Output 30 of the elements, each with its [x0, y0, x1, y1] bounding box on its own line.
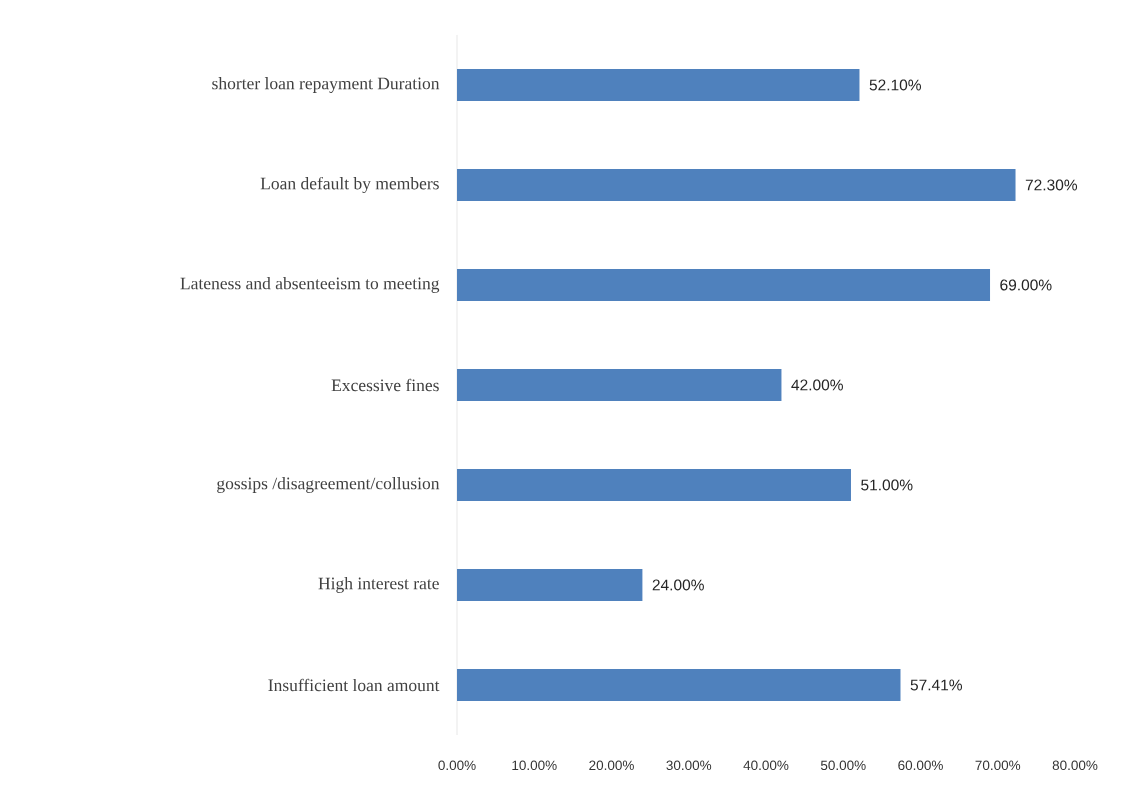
bar	[457, 168, 1016, 201]
x-tick-label: 50.00%	[820, 760, 866, 771]
x-tick-label: 80.00%	[1052, 760, 1098, 771]
y-tick-label: shorter loan repayment Duration	[212, 77, 440, 93]
y-tick-label: Lateness and absenteeism to meeting	[180, 277, 440, 293]
data-label: 51.00%	[861, 479, 913, 491]
y-tick-label: Excessive fines	[331, 378, 439, 392]
bar	[457, 368, 782, 401]
y-tick-label: Loan default by members	[260, 176, 439, 194]
data-label: 57.41%	[910, 679, 963, 691]
x-tick-label: 70.00%	[975, 760, 1021, 771]
x-tick-label: 10.00%	[512, 760, 557, 771]
y-tick-label: gossips /disagreement/collusion	[217, 477, 440, 493]
bar	[457, 468, 851, 501]
data-label: 72.30%	[1025, 179, 1078, 191]
x-tick-label: 60.00%	[898, 760, 943, 771]
y-tick-label: High interest rate	[318, 577, 439, 593]
data-label: 24.00%	[652, 579, 704, 591]
data-label: 52.10%	[869, 79, 922, 91]
bar	[457, 68, 860, 101]
x-tick-label: 40.00%	[743, 760, 789, 771]
x-tick-label: 30.00%	[666, 760, 712, 771]
bar	[457, 668, 901, 701]
data-label: 42.00%	[791, 379, 843, 391]
x-tick-label: 0.00%	[438, 760, 476, 771]
x-tick-label: 20.00%	[589, 760, 634, 771]
y-tick-label: Insufficient loan amount	[268, 678, 440, 692]
bar	[457, 568, 643, 601]
data-label: 69.00%	[1000, 279, 1052, 291]
bar	[457, 268, 991, 301]
